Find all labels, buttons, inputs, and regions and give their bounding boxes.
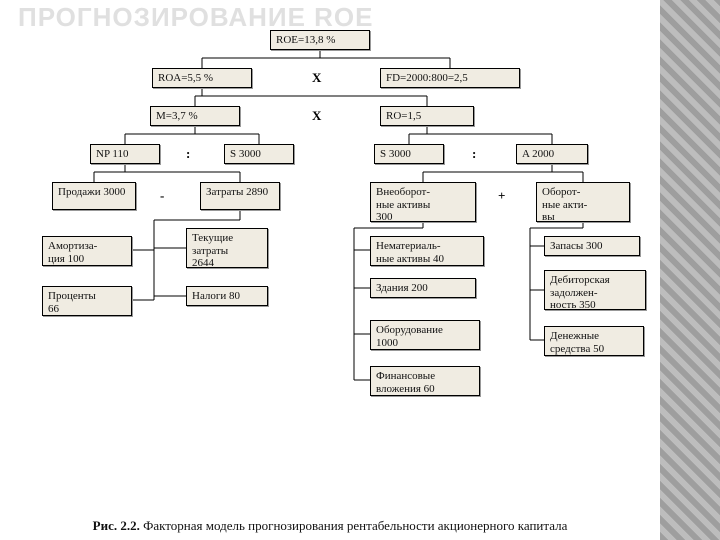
node-fininv: Финансовые вложения 60 — [370, 366, 480, 396]
node-roa: ROA=5,5 % — [152, 68, 252, 88]
side-hatch-pattern — [660, 0, 720, 540]
node-amort: Амортиза- ция 100 — [42, 236, 132, 266]
node-interest: Проценты 66 — [42, 286, 132, 316]
node-fd: FD=2000:800=2,5 — [380, 68, 520, 88]
node-m: M=3,7 % — [150, 106, 240, 126]
node-buildings: Здания 200 — [370, 278, 476, 298]
connector-layer — [10, 30, 660, 508]
node-roe: ROE=13,8 % — [270, 30, 370, 50]
node-cash: Денежные средства 50 — [544, 326, 644, 356]
operator-2: : — [186, 146, 190, 162]
node-equip: Оборудование 1000 — [370, 320, 480, 350]
node-s1: S 3000 — [224, 144, 294, 164]
figure-caption: Рис. 2.2. Факторная модель прогнозирован… — [0, 518, 660, 534]
operator-5: + — [498, 188, 505, 204]
node-ro: RO=1,5 — [380, 106, 474, 126]
operator-1: X — [312, 108, 321, 124]
node-sales: Продажи 3000 — [52, 182, 136, 210]
node-cur: Оборот- ные акти- вы — [536, 182, 630, 222]
node-costs: Затраты 2890 — [200, 182, 280, 210]
node-s2: S 3000 — [374, 144, 444, 164]
node-intangible: Нематериаль- ные активы 40 — [370, 236, 484, 266]
node-np: NP 110 — [90, 144, 160, 164]
caption-prefix: Рис. 2.2. — [93, 518, 143, 533]
operator-4: - — [160, 188, 164, 204]
node-curcosts: Текущие затраты 2644 — [186, 228, 268, 268]
node-a: A 2000 — [516, 144, 588, 164]
node-tax: Налоги 80 — [186, 286, 268, 306]
diagram-area: ROE=13,8 % ROA=5,5 % FD=2000:800=2,5 M=3,7 … — [10, 30, 660, 508]
node-noncur: Внеоборот- ные активы 300 — [370, 182, 476, 222]
node-receiv: Дебиторская задолжен- ность 350 — [544, 270, 646, 310]
caption-text: Факторная модель прогнозирования рентабе… — [143, 518, 567, 533]
node-stock: Запасы 300 — [544, 236, 640, 256]
page-title: ПРОГНОЗИРОВАНИЕ ROE — [18, 2, 373, 33]
operator-3: : — [472, 146, 476, 162]
operator-0: X — [312, 70, 321, 86]
